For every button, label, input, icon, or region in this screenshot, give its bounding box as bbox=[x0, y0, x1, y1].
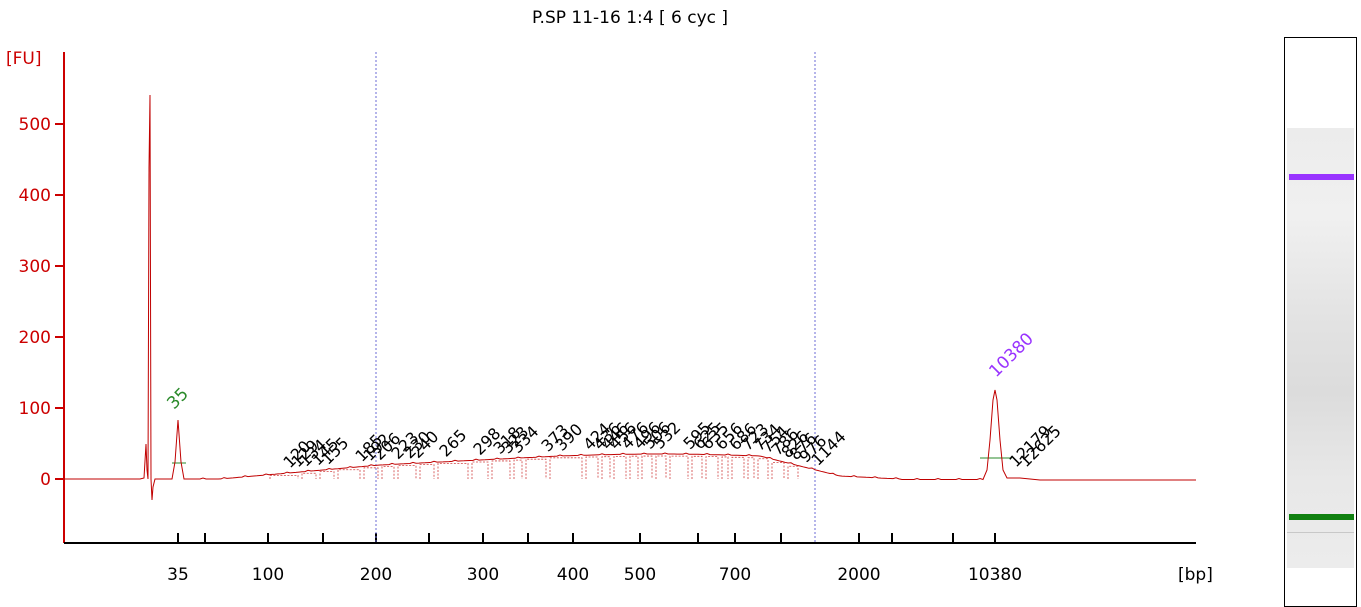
x-tick-label: 10380 bbox=[968, 565, 1022, 585]
chart-title: P.SP 11-16 1:4 [ 6 cyc ] bbox=[531, 8, 729, 28]
y-unit-label: [FU] bbox=[6, 49, 42, 69]
fragment-marker bbox=[787, 465, 799, 479]
x-tick-label: 100 bbox=[252, 565, 284, 585]
y-tick-label: 100 bbox=[19, 399, 51, 419]
fragment-marker bbox=[525, 458, 547, 479]
gel-image bbox=[1284, 37, 1357, 607]
fragment-marker bbox=[549, 457, 583, 479]
x-tick-label: 200 bbox=[360, 565, 392, 585]
fragment-marker bbox=[747, 457, 755, 479]
gel-faint-band bbox=[1287, 532, 1354, 533]
fragment-marker bbox=[319, 471, 335, 479]
fragment-marker bbox=[601, 456, 611, 479]
x-tick-label: 700 bbox=[719, 565, 751, 585]
trace-line bbox=[64, 94, 1196, 501]
x-tick-label: 400 bbox=[557, 565, 589, 585]
fragment-label: 265 bbox=[435, 425, 470, 460]
fragment-marker bbox=[721, 456, 729, 479]
x-tick-label: 300 bbox=[467, 565, 499, 585]
fragment-marker bbox=[655, 455, 667, 479]
gel-lane bbox=[1287, 128, 1354, 568]
fragment-marker bbox=[585, 456, 599, 479]
fragment-marker bbox=[513, 459, 523, 479]
gel-band-lower-marker bbox=[1289, 514, 1354, 520]
fragment-marker bbox=[731, 456, 745, 479]
x-tick-label: 500 bbox=[624, 565, 656, 585]
fragment-marker bbox=[337, 469, 361, 479]
fragment-marker bbox=[613, 455, 627, 479]
y-tick-label: 300 bbox=[19, 257, 51, 277]
fragment-marker bbox=[705, 456, 719, 479]
fragment-marker bbox=[301, 472, 317, 479]
electropherogram-chart: [FU] [bp] 0 100 200 300 400 500 35 100 200 300 400 50… bbox=[6, 49, 1213, 585]
fragment-marker bbox=[491, 460, 511, 479]
y-tick-label: 400 bbox=[19, 186, 51, 206]
fragment-marker bbox=[691, 455, 703, 479]
fragment-marker bbox=[419, 464, 435, 479]
region-lines bbox=[375, 52, 816, 543]
y-tick-label: 200 bbox=[19, 328, 51, 348]
fragment-marker bbox=[437, 462, 469, 479]
gel-band-upper-marker bbox=[1289, 174, 1354, 180]
y-tick-label: 0 bbox=[40, 470, 51, 490]
fragment-marker bbox=[669, 455, 689, 479]
fragment-markers bbox=[172, 455, 1012, 479]
peak-label-35: 35 bbox=[163, 384, 192, 413]
peak-label-10380: 10380 bbox=[985, 329, 1037, 381]
x-tick-label: 2000 bbox=[837, 565, 880, 585]
fragment-marker bbox=[397, 465, 417, 479]
fragment-marker bbox=[471, 461, 489, 479]
x-tick-label: 35 bbox=[167, 565, 189, 585]
axes: [FU] [bp] 0 100 200 300 400 500 35 100 200 300 400 50… bbox=[6, 49, 1213, 585]
fragment-marker bbox=[641, 455, 653, 479]
fragment-marker bbox=[629, 455, 639, 479]
fragment-marker bbox=[757, 458, 769, 479]
peak-labels: 3510380120129134145155185192206223230240… bbox=[163, 329, 1064, 472]
fragment-marker bbox=[363, 467, 379, 479]
fragment-marker bbox=[771, 462, 785, 479]
x-unit-label: [bp] bbox=[1178, 565, 1213, 585]
fragment-marker bbox=[381, 466, 395, 479]
fragment-marker bbox=[269, 475, 299, 479]
y-tick-label: 500 bbox=[19, 115, 51, 135]
